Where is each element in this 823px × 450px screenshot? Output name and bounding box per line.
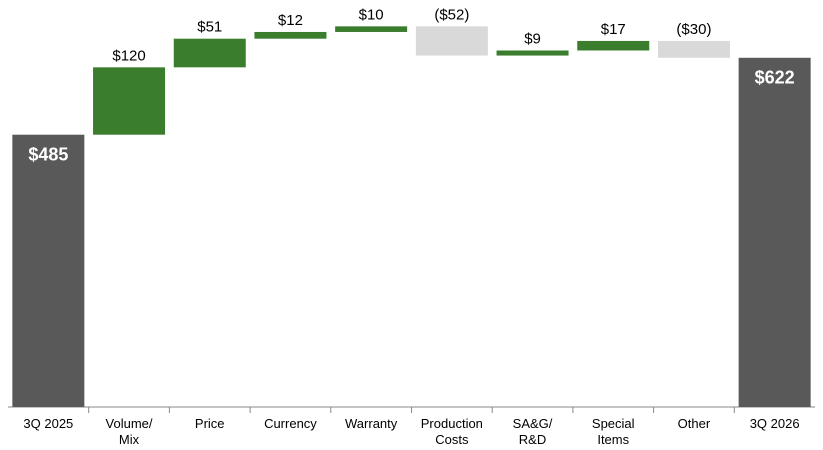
x-tick-label: Volume/ Mix <box>105 416 153 447</box>
x-tick-label: Other <box>677 416 711 431</box>
bar <box>577 40 650 51</box>
value-label: $9 <box>524 30 541 47</box>
value-label: ($52) <box>434 6 469 23</box>
bar <box>738 57 811 407</box>
value-label: $17 <box>601 21 626 38</box>
bar <box>12 134 85 407</box>
x-tick-label: 3Q 2026 <box>749 416 800 431</box>
value-label: ($30) <box>676 21 711 38</box>
value-label: $120 <box>112 47 145 64</box>
x-tick-label: Special Items <box>591 416 635 447</box>
bar <box>657 40 730 58</box>
bar <box>93 67 166 135</box>
bar <box>415 26 488 56</box>
bar <box>173 38 246 68</box>
bar <box>335 26 408 32</box>
value-label: $10 <box>359 6 384 23</box>
value-label: $485 <box>28 144 68 164</box>
x-tick-label: Warranty <box>345 416 398 431</box>
bar <box>254 31 327 39</box>
x-tick-label: SA&G/ R&D <box>512 416 553 447</box>
x-tick-label: Production Costs <box>420 416 483 447</box>
value-label: $51 <box>197 19 222 36</box>
value-label: $12 <box>278 12 303 29</box>
x-tick-label: 3Q 2025 <box>23 416 74 431</box>
value-label: $622 <box>755 68 795 88</box>
x-tick-label: Price <box>194 416 225 431</box>
bar <box>496 50 569 56</box>
x-tick-label: Currency <box>264 416 317 431</box>
